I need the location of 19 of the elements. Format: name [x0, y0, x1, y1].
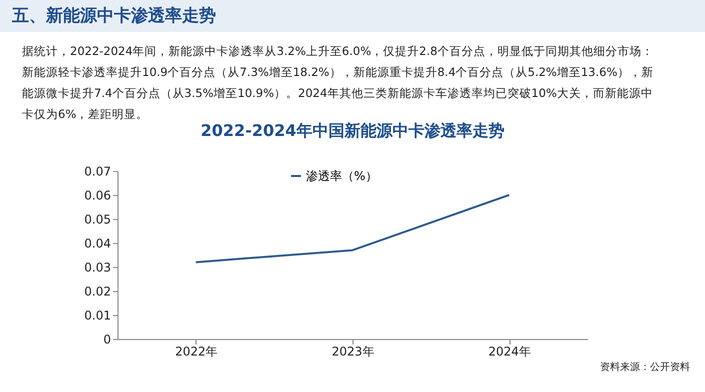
x-tick-label: 2024年	[488, 344, 531, 358]
y-tick-label: 0.01	[84, 308, 111, 322]
y-tick-label: 0.06	[84, 188, 111, 202]
text: 能源微卡提升7.4个百分点（从3.5%增至10.9%）。2024年其他三类新能源卡车渗透率均已突破10%大关，而新能源中	[22, 86, 653, 100]
x-tick-label: 2023年	[332, 344, 374, 358]
y-tick-label: 0.07	[84, 164, 111, 178]
text: 五、新能源中卡渗透率走势	[11, 6, 216, 26]
y-tick-label: 0.03	[84, 260, 111, 274]
x-tick-label: 2022年	[175, 344, 218, 358]
text: 新能源轻卡渗透率提升10.9个百分点（从7.3%增至18.2%），新能源重卡提升8.4个百分点（从5.2%增至13.6%），新	[22, 65, 654, 79]
y-tick-label: 0	[103, 332, 111, 346]
y-tick-label: 0.05	[84, 212, 111, 226]
legend-label: 渗透率（%）	[306, 169, 378, 183]
y-tick-label: 0.02	[84, 284, 111, 298]
text: 卡仅为6%，差距明显。	[22, 107, 148, 121]
text: 资料来源：公开资料	[600, 361, 690, 373]
chart-title: 2022-2024年中国新能源中卡渗透率走势	[200, 121, 504, 140]
y-tick-label: 0.04	[84, 236, 111, 250]
text: 据统计，2022-2024年间，新能源中卡渗透率从3.2%上升至6.0%，仅提升2.8个百分点，明显低于同期其他细分市场：	[22, 44, 654, 58]
